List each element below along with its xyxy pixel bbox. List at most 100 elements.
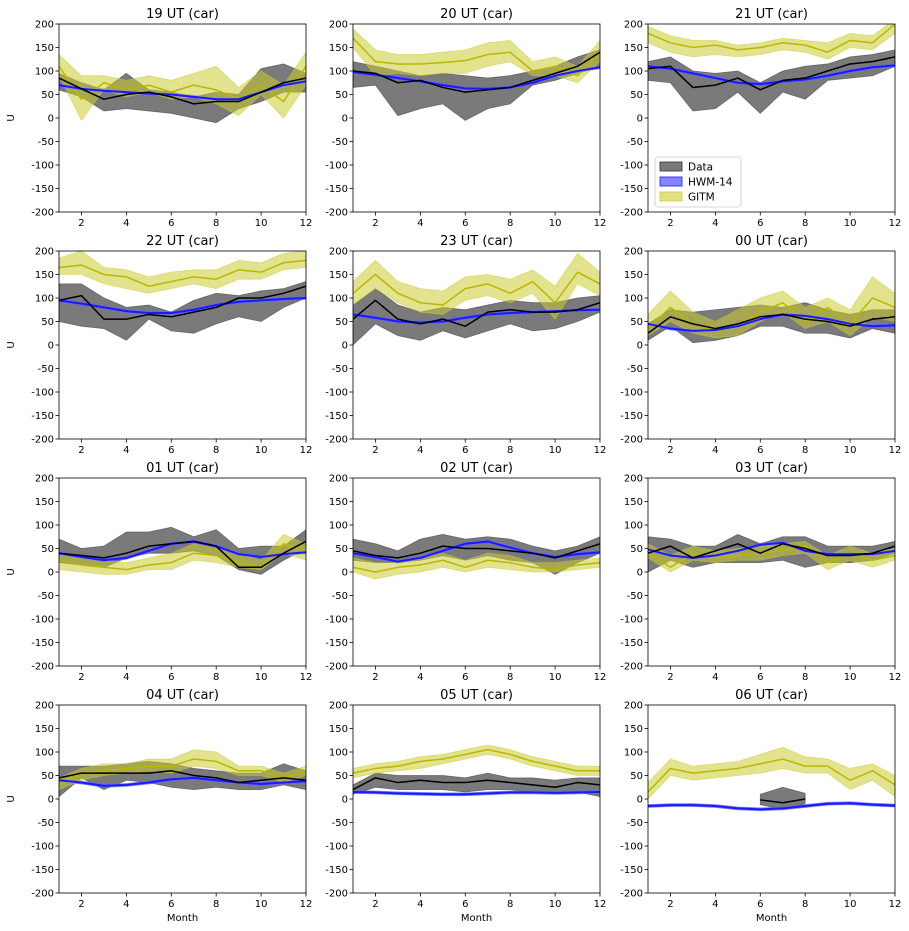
panel-title: 06 UT (car) <box>735 688 808 703</box>
gitm-line <box>648 758 895 793</box>
x-tick-label: 8 <box>507 899 513 910</box>
x-tick-label: 10 <box>549 672 562 683</box>
hwm14-line <box>59 776 306 787</box>
plot-area <box>59 24 306 212</box>
data-line <box>353 543 600 559</box>
y-tick-label: -50 <box>332 364 348 375</box>
plot-area <box>59 705 306 893</box>
x-tick-label: 4 <box>417 445 423 456</box>
x-tick-label: 8 <box>213 899 219 910</box>
y-tick-label: 200 <box>624 20 643 31</box>
gitm-line <box>648 24 895 53</box>
y-tick-label: 0 <box>637 341 643 352</box>
y-tick-label: 100 <box>329 748 348 759</box>
panel-9: 2 4 6 8 10 12 -200 -150 -100 -50 0 50 100 150 200 03 UT… <box>620 461 901 683</box>
plot-layer <box>59 526 306 575</box>
y-tick-label: 100 <box>624 748 643 759</box>
plot-area <box>353 705 600 893</box>
panel-title: 21 UT (car) <box>735 7 808 22</box>
plot-layer <box>648 276 895 344</box>
x-tick-label: 8 <box>802 218 808 229</box>
hwm14-line <box>353 790 600 796</box>
panel-3: 2 4 6 8 10 12 -200 -150 -100 -50 0 50 100 150 200 21 UT… <box>620 7 901 229</box>
x-tick-label: 8 <box>507 672 513 683</box>
x-tick-label: 8 <box>507 445 513 456</box>
plot-layer <box>353 28 600 121</box>
data-line <box>648 543 895 559</box>
y-tick-label: 200 <box>35 247 54 258</box>
y-tick-label: 200 <box>624 701 643 712</box>
plot-layer <box>59 749 306 798</box>
y-tick-label: 100 <box>624 521 643 532</box>
x-tick-label: 4 <box>712 672 718 683</box>
x-tick-label: 2 <box>78 672 84 683</box>
x-tick-label: 10 <box>844 445 857 456</box>
panel-5: 2 4 6 8 10 12 -200 -150 -100 -50 0 50 100 150 200 23 UT… <box>325 234 606 456</box>
panel-title: 00 UT (car) <box>735 234 808 249</box>
y-tick-label: -100 <box>620 388 643 399</box>
y-tick-label: -200 <box>325 889 348 900</box>
gitm-line <box>353 271 600 306</box>
y-tick-label: -100 <box>325 388 348 399</box>
x-tick-label: 4 <box>417 672 423 683</box>
x-tick-label: 2 <box>372 218 378 229</box>
y-tick-label: -150 <box>325 411 348 422</box>
y-tick-label: 200 <box>329 701 348 712</box>
panel-title: 04 UT (car) <box>146 688 219 703</box>
y-tick-label: -150 <box>31 411 54 422</box>
gitm-line <box>648 297 895 332</box>
y-tick-label: 150 <box>624 270 643 281</box>
x-tick-label: 6 <box>757 899 763 910</box>
panel-2: 2 4 6 8 10 12 -200 -150 -100 -50 0 50 100 150 200 20 UT… <box>325 7 606 229</box>
x-tick-label: 4 <box>712 899 718 910</box>
y-tick-label: -200 <box>620 662 643 673</box>
legend-swatch-data <box>659 161 683 172</box>
x-tick-label: 2 <box>78 899 84 910</box>
y-tick-label: 50 <box>41 544 54 555</box>
panel-title: 23 UT (car) <box>440 234 513 249</box>
y-tick-label: 200 <box>329 247 348 258</box>
y-axis-label: U <box>6 341 17 348</box>
data-line <box>760 798 806 804</box>
data-line <box>648 313 895 334</box>
x-tick-label: 10 <box>844 899 857 910</box>
data-line <box>353 777 600 791</box>
x-tick-label: 2 <box>78 445 84 456</box>
y-tick-label: 50 <box>335 317 348 328</box>
x-tick-label: 12 <box>594 445 607 456</box>
y-tick-label: 0 <box>48 341 54 352</box>
y-tick-label: 50 <box>335 771 348 782</box>
legend-label: Data <box>688 162 713 174</box>
y-tick-label: -150 <box>325 184 348 195</box>
y-tick-label: -200 <box>325 435 348 446</box>
x-tick-label: 4 <box>123 899 129 910</box>
plot-layer <box>353 744 600 798</box>
panel-title: 01 UT (car) <box>146 461 219 476</box>
x-tick-label: 10 <box>255 899 268 910</box>
y-tick-label: 150 <box>329 724 348 735</box>
x-tick-label: 2 <box>372 899 378 910</box>
y-tick-label: 100 <box>35 67 54 78</box>
plot-area <box>648 478 895 666</box>
x-tick-label: 4 <box>417 218 423 229</box>
y-tick-label: 150 <box>624 43 643 54</box>
y-tick-label: -50 <box>332 818 348 829</box>
data-line <box>648 56 895 91</box>
panel-title: 19 UT (car) <box>146 7 219 22</box>
data-line <box>353 299 600 327</box>
y-tick-label: 100 <box>329 67 348 78</box>
y-tick-label: -50 <box>38 818 54 829</box>
x-tick-label: 6 <box>462 899 468 910</box>
panel-title: 02 UT (car) <box>440 461 513 476</box>
y-tick-label: 50 <box>41 317 54 328</box>
y-tick-label: 100 <box>329 294 348 305</box>
x-tick-label: 12 <box>594 218 607 229</box>
x-axis-label: Month <box>167 913 198 924</box>
y-tick-label: 0 <box>637 795 643 806</box>
y-tick-label: -200 <box>31 662 54 673</box>
y-tick-label: 0 <box>48 795 54 806</box>
plot-layer <box>59 251 306 341</box>
x-tick-label: 12 <box>594 672 607 683</box>
panel-title: 03 UT (car) <box>735 461 808 476</box>
x-axis-label: Month <box>461 913 492 924</box>
